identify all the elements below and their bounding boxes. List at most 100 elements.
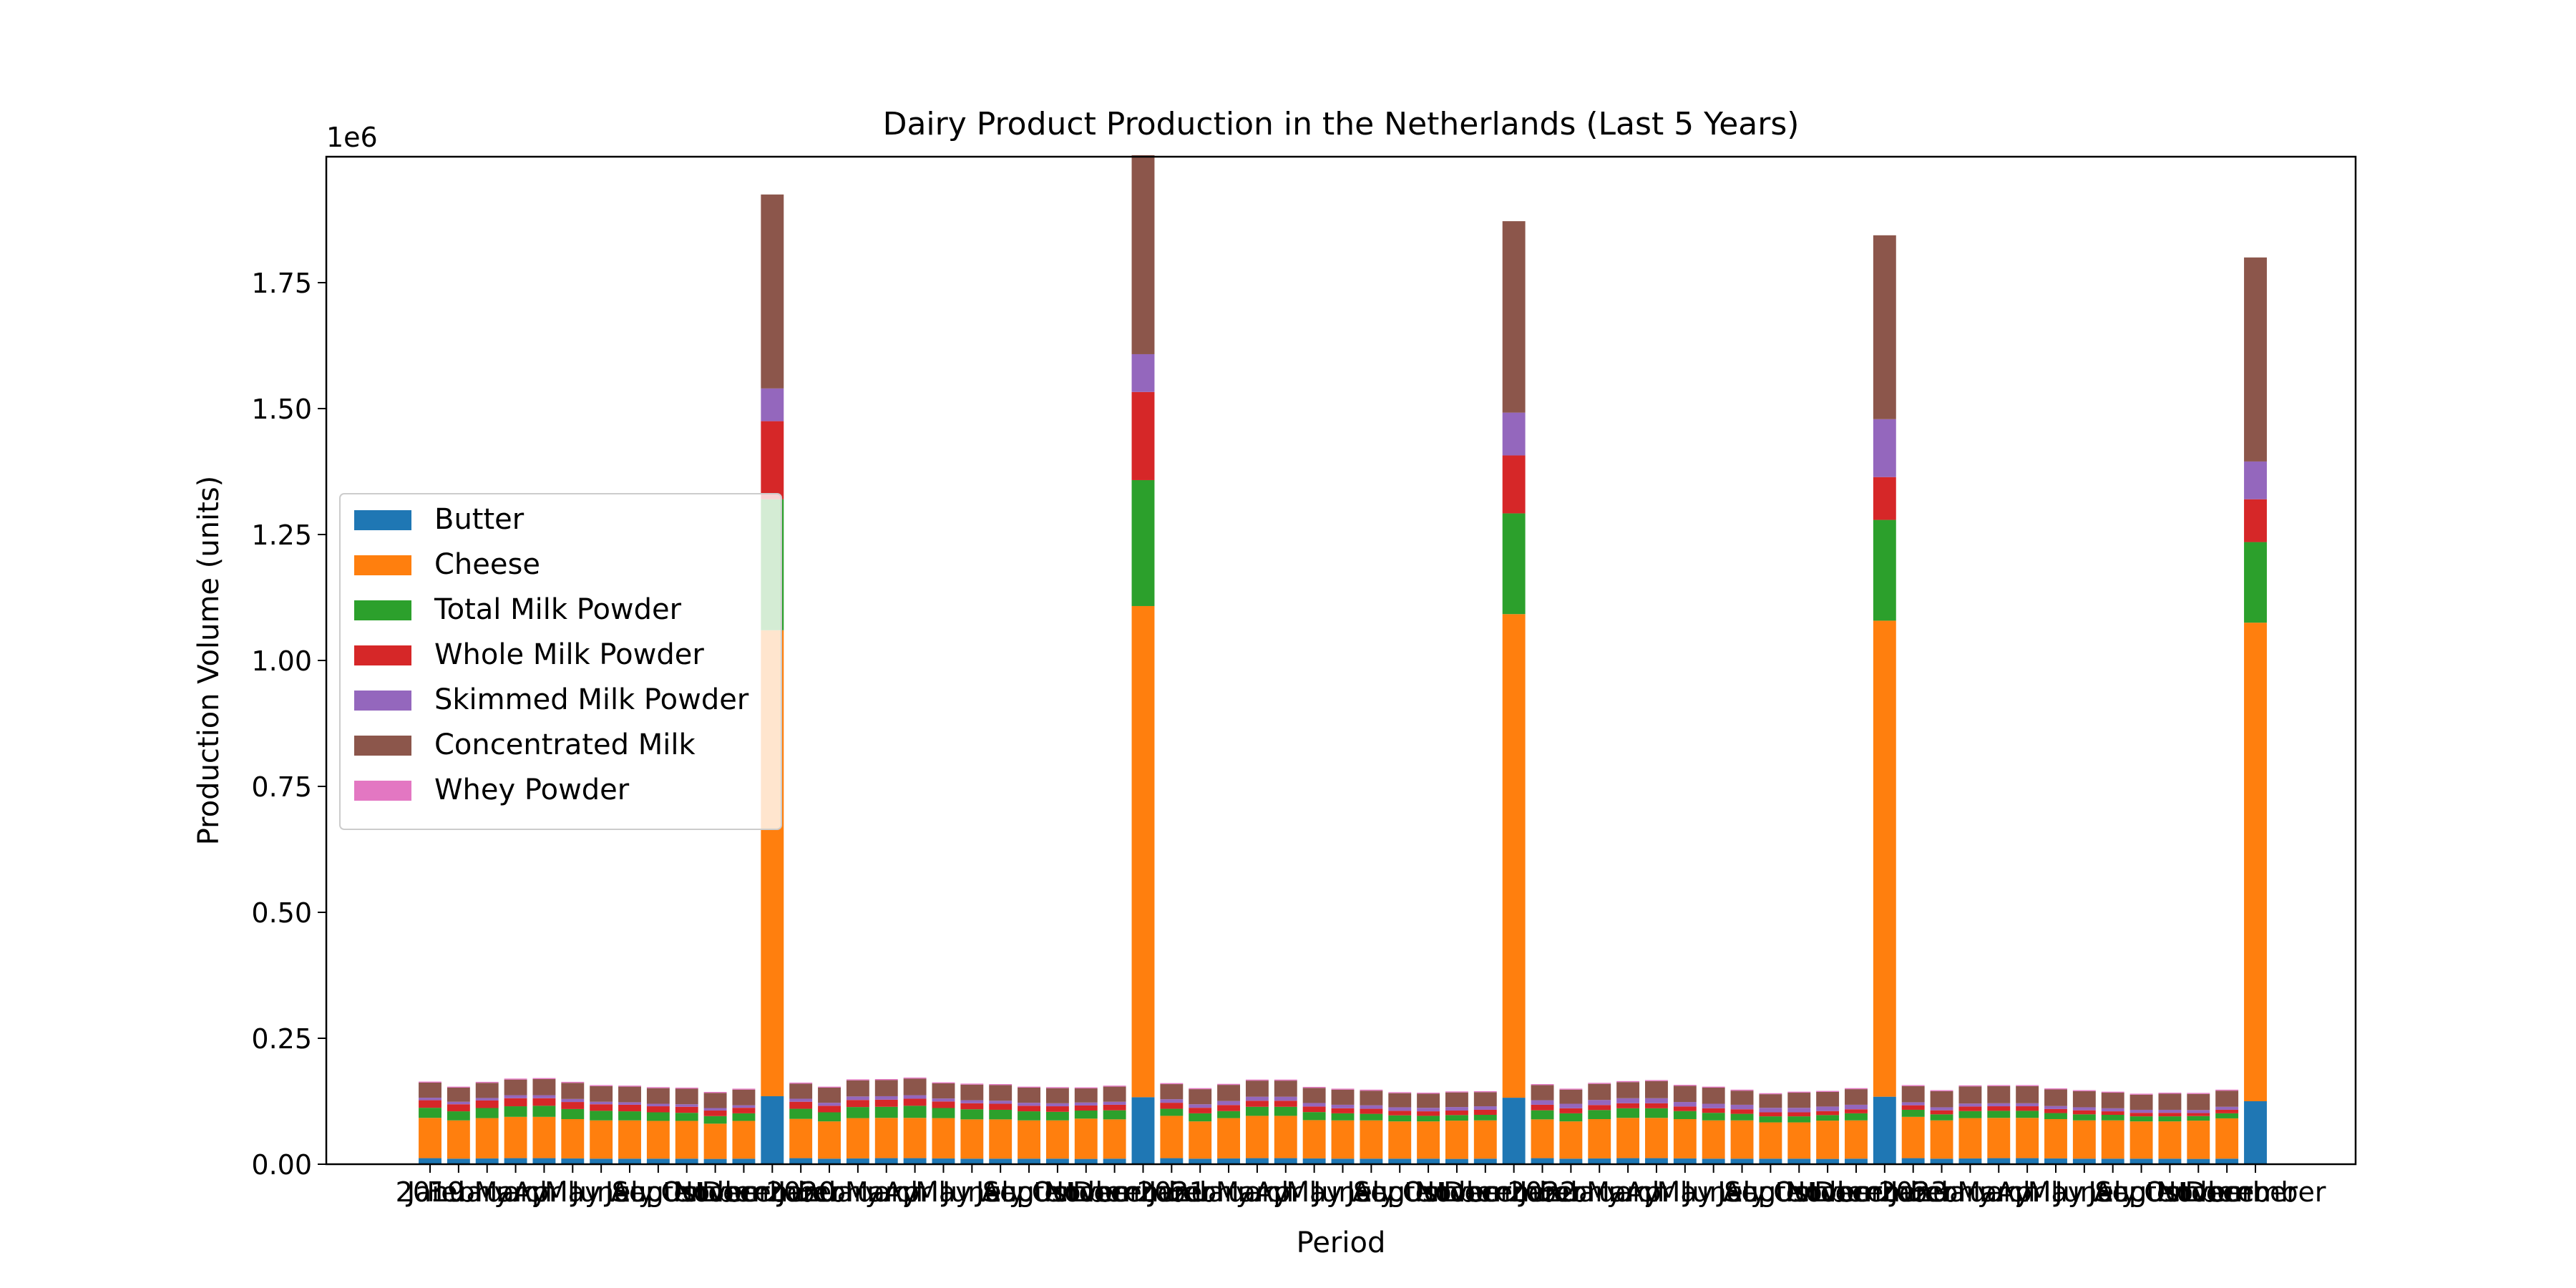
x-tick-label: May	[915, 1176, 972, 1208]
bar-whole-milk-powder-16	[874, 1099, 898, 1107]
bar-butter-32	[1331, 1158, 1355, 1164]
bar-whole-milk-powder-37	[1473, 1109, 1497, 1116]
x-tick-label: May	[1286, 1176, 1342, 1208]
bar-whey-powder-16	[874, 1079, 898, 1080]
bar-skimmed-milk-powder-36	[1445, 1107, 1468, 1111]
bar-total-milk-powder-16	[874, 1106, 898, 1118]
bar-skimmed-milk-powder-40	[1559, 1103, 1583, 1108]
bar-cheese-16	[874, 1118, 898, 1158]
bar-whey-powder-42	[1616, 1080, 1640, 1083]
x-tick-label: 2019	[396, 1176, 465, 1208]
x-tick-label: January	[1889, 1176, 1994, 1208]
bar-skimmed-milk-powder-51	[1873, 419, 1896, 477]
bar-whey-powder-3	[504, 1078, 527, 1080]
bar-butter-10	[703, 1158, 727, 1164]
bar-whey-powder-37	[1473, 1091, 1497, 1093]
bar-cheese-50	[1845, 1120, 1868, 1159]
bar-cheese-57	[2044, 1118, 2067, 1158]
bar-cheese-30	[1274, 1116, 1297, 1158]
bar-total-milk-powder-36	[1445, 1115, 1468, 1121]
bar-skimmed-milk-powder-38	[1502, 412, 1526, 456]
bar-skimmed-milk-powder-59	[2101, 1108, 2124, 1112]
bar-total-milk-powder-45	[1702, 1113, 1725, 1121]
bar-concentrated-milk-43	[1645, 1080, 1668, 1098]
bar-whey-powder-63	[2215, 1089, 2239, 1091]
bar-butter-57	[2044, 1158, 2067, 1164]
bar-skimmed-milk-powder-60	[2129, 1109, 2153, 1113]
x-tick-label: November	[1415, 1176, 1556, 1208]
bar-concentrated-milk-10	[703, 1093, 727, 1108]
bar-concentrated-milk-5	[561, 1083, 585, 1099]
bar-total-milk-powder-29	[1245, 1106, 1269, 1116]
bar-whole-milk-powder-58	[2072, 1110, 2096, 1115]
x-tick-label: October	[1032, 1176, 1141, 1208]
bar-cheese-48	[1787, 1122, 1811, 1159]
bar-total-milk-powder-44	[1673, 1111, 1697, 1119]
bar-total-milk-powder-32	[1331, 1113, 1355, 1121]
bar-whey-powder-39	[1531, 1084, 1554, 1085]
bar-total-milk-powder-42	[1616, 1108, 1640, 1118]
bar-whey-powder-31	[1302, 1086, 1326, 1088]
bar-cheese-53	[1930, 1120, 1953, 1159]
legend-swatch	[354, 691, 411, 711]
bar-concentrated-milk-16	[874, 1080, 898, 1096]
x-tick-label: June	[1312, 1176, 1372, 1208]
x-tick-label: April	[1626, 1176, 1688, 1208]
bar-total-milk-powder-9	[675, 1113, 698, 1121]
bar-whey-powder-45	[1702, 1086, 1725, 1088]
bar-whole-milk-powder-51	[1873, 477, 1896, 520]
bar-whey-powder-2	[475, 1081, 499, 1083]
bar-whey-powder-34	[1388, 1092, 1412, 1093]
legend-swatch	[354, 736, 411, 756]
bar-whey-powder-59	[2101, 1091, 2124, 1093]
x-tick-label: December	[1814, 1176, 1955, 1208]
bar-skimmed-milk-powder-34	[1388, 1107, 1412, 1111]
bar-total-milk-powder-35	[1417, 1116, 1440, 1122]
bar-butter-26	[1160, 1158, 1184, 1164]
bar-total-milk-powder-33	[1360, 1113, 1383, 1121]
bar-concentrated-milk-32	[1331, 1089, 1355, 1105]
legend-swatch	[354, 781, 411, 801]
y-axis: 0.00 0.25 0.50 0.75 1.00 1.25 1.50 1.75	[251, 268, 326, 1181]
x-tick-label: September	[1353, 1176, 1503, 1208]
x-tick-label: September	[2094, 1176, 2245, 1208]
bar-whole-milk-powder-46	[1730, 1109, 1754, 1114]
bar-concentrated-milk-42	[1616, 1082, 1640, 1098]
bar-skimmed-milk-powder-57	[2044, 1106, 2067, 1109]
bar-whole-milk-powder-34	[1388, 1111, 1412, 1116]
bar-butter-52	[1901, 1158, 1925, 1164]
bar-butter-30	[1274, 1158, 1297, 1164]
bar-skimmed-milk-powder-61	[2158, 1109, 2182, 1113]
bar-total-milk-powder-38	[1502, 513, 1526, 615]
bar-concentrated-milk-4	[532, 1079, 556, 1096]
bar-whole-milk-powder-3	[504, 1098, 527, 1107]
y-tick-label: 0.50	[251, 897, 312, 929]
bar-butter-0	[419, 1158, 441, 1164]
bar-whey-powder-15	[846, 1079, 869, 1080]
x-tick-label: February	[1910, 1176, 2030, 1208]
bar-whole-milk-powder-28	[1217, 1105, 1241, 1111]
bar-concentrated-milk-57	[2044, 1089, 2067, 1106]
bar-concentrated-milk-59	[2101, 1093, 2124, 1108]
bar-concentrated-milk-58	[2072, 1091, 2096, 1108]
bar-concentrated-milk-18	[932, 1083, 955, 1099]
x-tick-label: December	[1073, 1176, 1214, 1208]
bar-butter-25	[1131, 1097, 1155, 1164]
legend-label: Butter	[434, 503, 525, 536]
bar-total-milk-powder-17	[903, 1106, 927, 1118]
x-tick-label: June	[941, 1176, 1002, 1208]
bar-butter-64	[2244, 1101, 2267, 1164]
bar-concentrated-milk-38	[1502, 221, 1526, 413]
bar-total-milk-powder-27	[1189, 1113, 1212, 1122]
x-tick-label: January	[406, 1176, 510, 1208]
bar-whole-milk-powder-30	[1274, 1101, 1297, 1107]
bar-cheese-13	[789, 1118, 813, 1158]
bar-butter-42	[1616, 1158, 1640, 1164]
bar-skimmed-milk-powder-33	[1360, 1105, 1383, 1109]
bar-butter-29	[1245, 1158, 1269, 1164]
bar-concentrated-milk-17	[903, 1078, 927, 1096]
bar-whole-milk-powder-45	[1702, 1108, 1725, 1113]
bar-cheese-22	[1045, 1120, 1069, 1159]
bar-skimmed-milk-powder-64	[2244, 461, 2267, 499]
bar-cheese-4	[532, 1116, 556, 1158]
